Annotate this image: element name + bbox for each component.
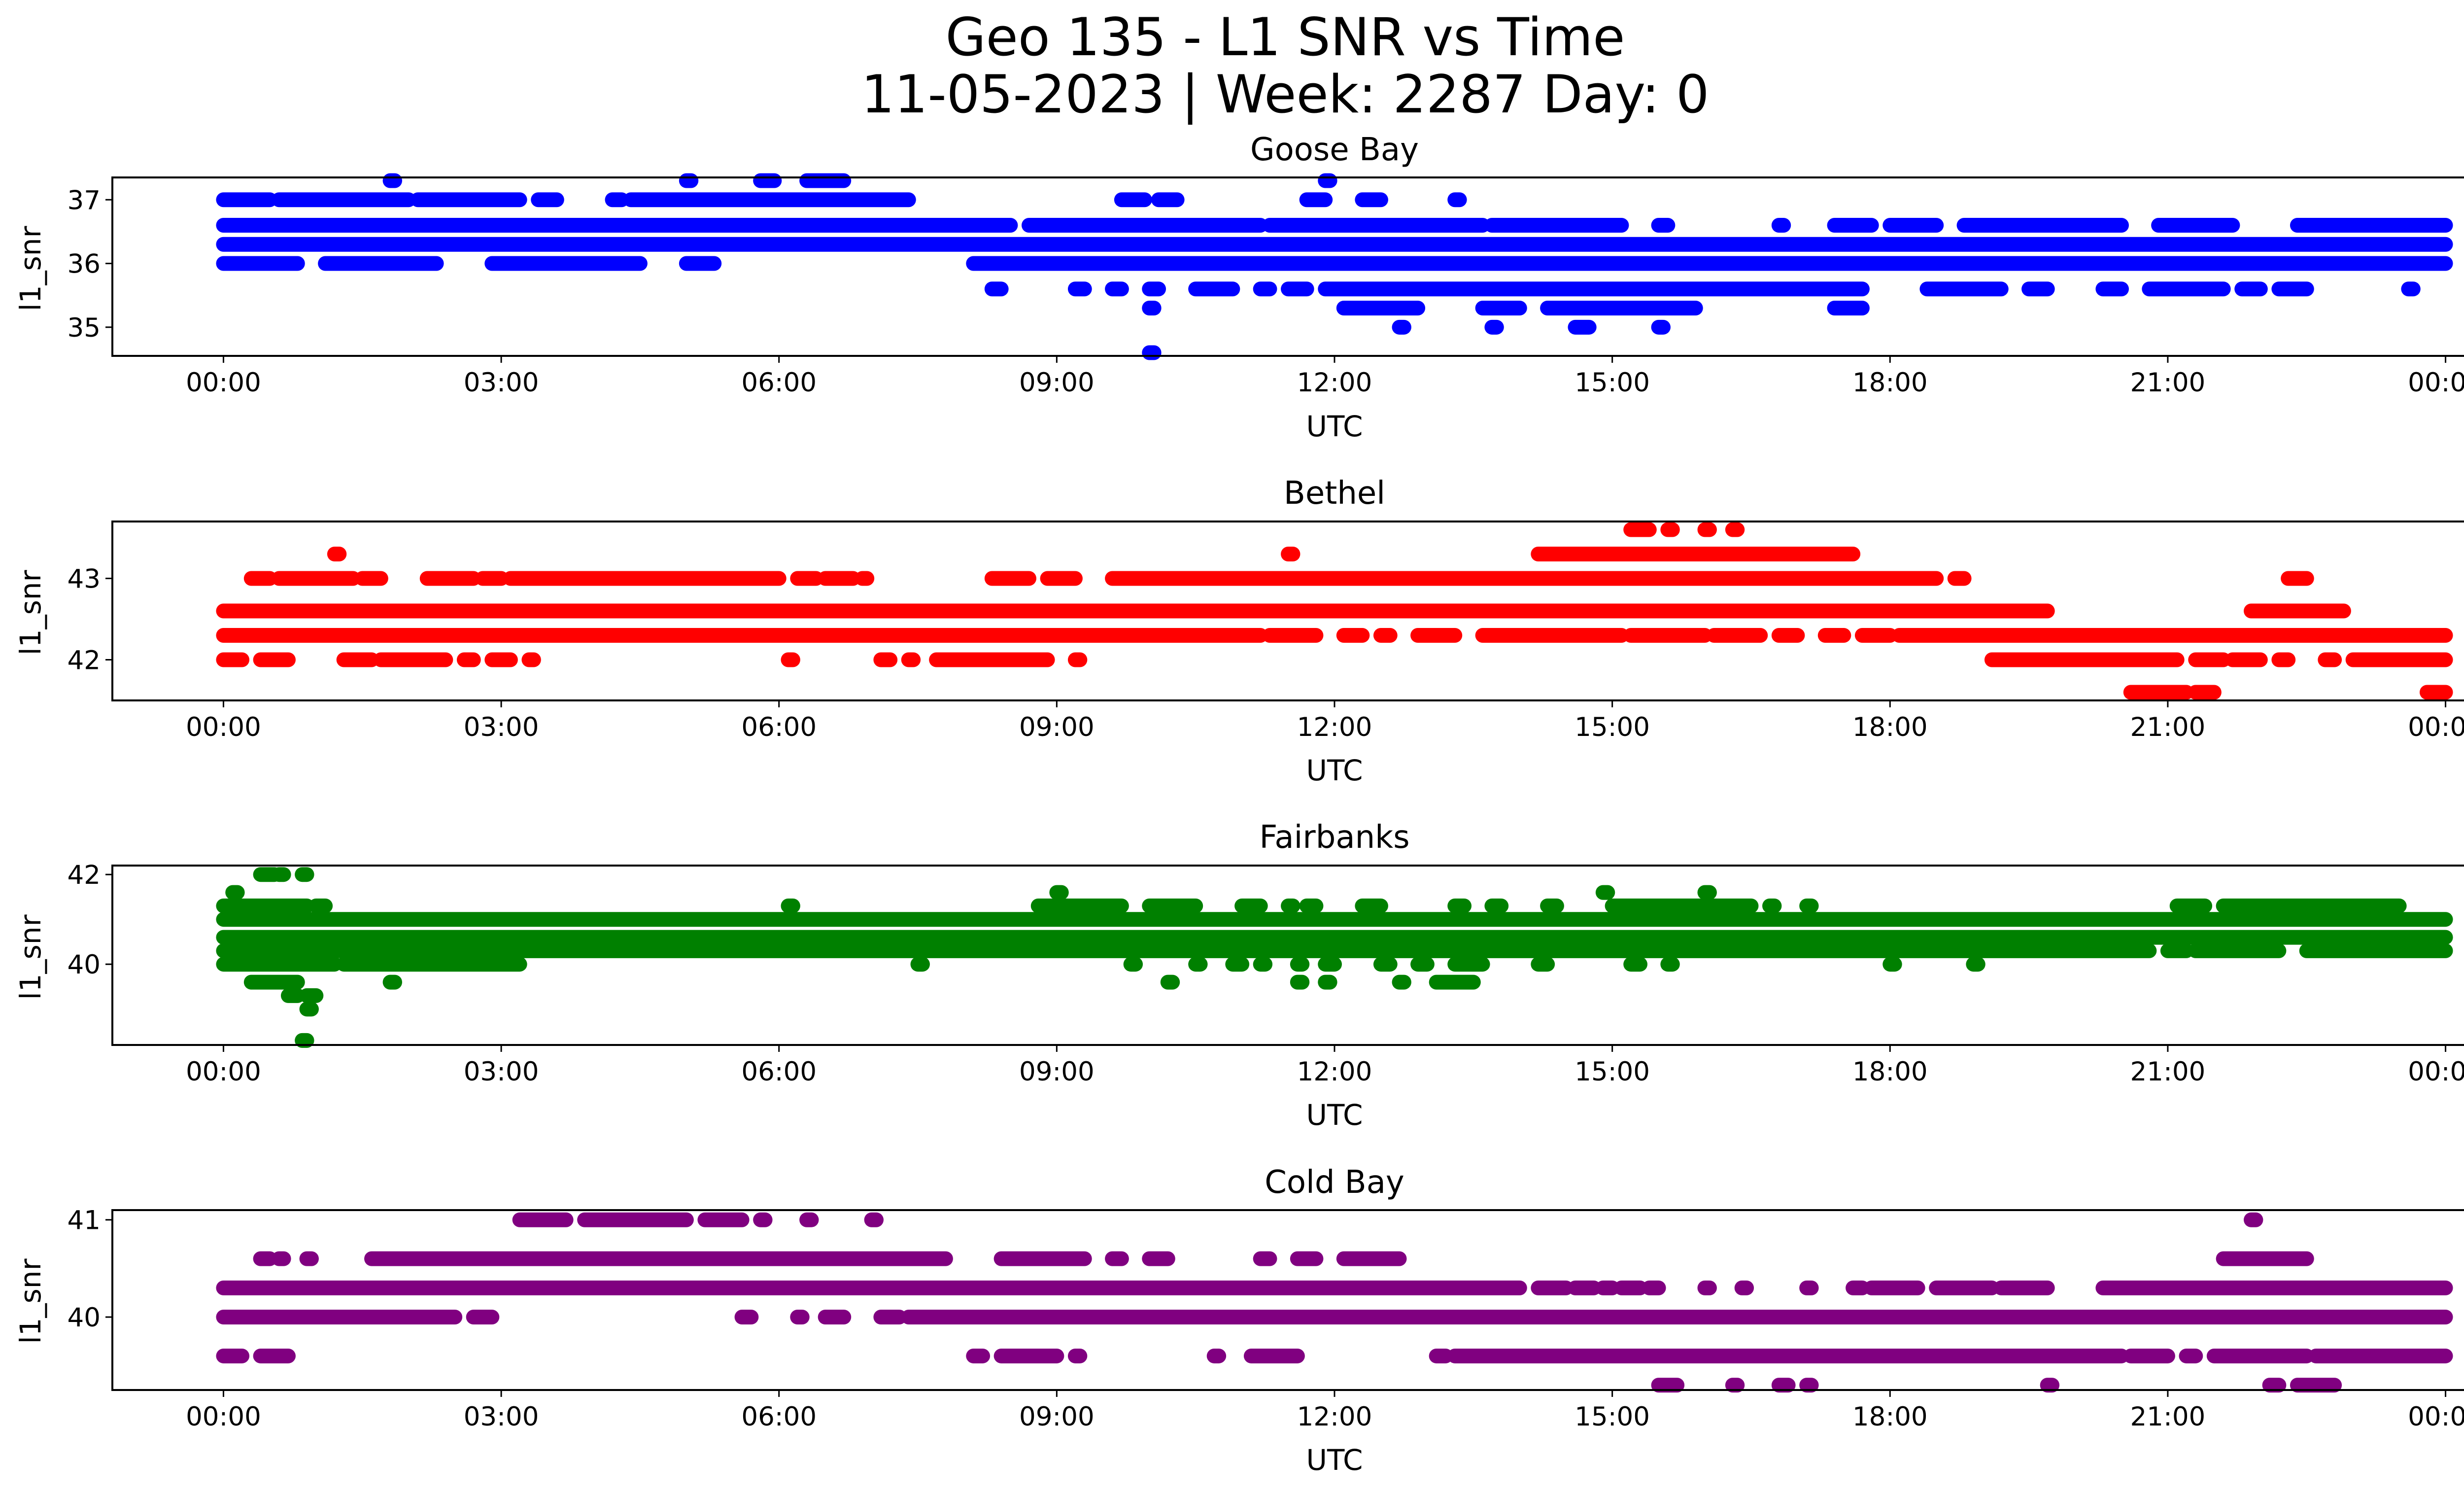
panel-bethel: Bethel 00:00 03:00 06:00 09:00 12:00 15:00 18:… — [14, 475, 2464, 787]
x-tick-label: 12:00 — [1297, 368, 1372, 398]
x-tick-label: 21:00 — [2130, 712, 2206, 742]
panel-title: Cold Bay — [1265, 1164, 1404, 1201]
x-tick-label: 03:00 — [464, 712, 539, 742]
y-tick-label: 42 — [68, 646, 101, 676]
x-tick-label: 18:00 — [1852, 368, 1928, 398]
x-tick-label: 03:00 — [464, 1402, 539, 1432]
x-tick-label: 00:00 — [186, 1057, 261, 1087]
panel-cold-bay: Cold Bay 00:00 03:00 06:00 09:00 12:00 15:00 1… — [14, 1164, 2464, 1477]
figure-title-line2: 11-05-2023 | Week: 2287 Day: 0 — [861, 64, 1710, 125]
x-tick-label: 18:00 — [1852, 1402, 1928, 1432]
x-tick-label: 00:00 — [186, 712, 261, 742]
x-tick-label: 03:00 — [464, 1057, 539, 1087]
x-tick-label: 06:00 — [741, 1402, 817, 1432]
x-axis-label: UTC — [1306, 754, 1363, 787]
x-tick-label: 00:00 — [2408, 712, 2464, 742]
x-axis-label: UTC — [1306, 410, 1363, 443]
x-tick-label: 21:00 — [2130, 368, 2206, 398]
x-tick-label: 18:00 — [1852, 712, 1928, 742]
x-tick-label: 03:00 — [464, 368, 539, 398]
y-axis-label: l1_snr — [14, 914, 47, 1000]
x-tick-label: 21:00 — [2130, 1057, 2206, 1087]
y-tick-label: 40 — [68, 950, 101, 980]
y-axis-label: l1_snr — [14, 570, 47, 655]
x-tick-label: 15:00 — [1574, 712, 1650, 742]
x-axis-label: UTC — [1306, 1443, 1363, 1477]
y-tick-label: 37 — [68, 185, 101, 215]
x-tick-label: 06:00 — [741, 368, 817, 398]
y-axis-label: l1_snr — [14, 226, 47, 311]
x-tick-label: 12:00 — [1297, 1057, 1372, 1087]
y-tick-label: 36 — [68, 249, 101, 279]
x-tick-label: 06:00 — [741, 712, 817, 742]
x-tick-label: 09:00 — [1019, 1402, 1095, 1432]
x-tick-label: 18:00 — [1852, 1057, 1928, 1087]
panel-fairbanks: Fairbanks 00:00 03:00 06:00 09:00 12:00 15:00… — [14, 819, 2464, 1132]
x-tick-label: 00:00 — [186, 368, 261, 398]
panel-title: Bethel — [1284, 475, 1385, 512]
y-tick-label: 43 — [68, 564, 101, 594]
x-tick-label: 09:00 — [1019, 712, 1095, 742]
x-tick-label: 00:00 — [186, 1402, 261, 1432]
x-tick-label: 00:00 — [2408, 1402, 2464, 1432]
y-axis-label: l1_snr — [14, 1258, 47, 1344]
panel-title: Fairbanks — [1259, 819, 1409, 856]
x-tick-label: 12:00 — [1297, 1402, 1372, 1432]
y-tick-label: 42 — [68, 860, 101, 890]
panel-title: Goose Bay — [1250, 132, 1419, 168]
x-tick-label: 00:00 — [2408, 368, 2464, 398]
y-tick-label: 35 — [68, 313, 101, 343]
x-tick-label: 09:00 — [1019, 1057, 1095, 1087]
figure-title-line1: Geo 135 - L1 SNR vs Time — [945, 7, 1625, 68]
y-tick-label: 41 — [68, 1206, 101, 1236]
x-tick-label: 21:00 — [2130, 1402, 2206, 1432]
panel-goose-bay: Goose Bay 00:00 03:00 06:00 09:00 12:00 15:00… — [14, 132, 2464, 443]
x-tick-label: 09:00 — [1019, 368, 1095, 398]
x-tick-label: 15:00 — [1574, 368, 1650, 398]
x-tick-label: 06:00 — [741, 1057, 817, 1087]
x-axis-label: UTC — [1306, 1098, 1363, 1132]
x-tick-label: 15:00 — [1574, 1402, 1650, 1432]
y-tick-label: 40 — [68, 1303, 101, 1333]
x-tick-label: 00:00 — [2408, 1057, 2464, 1087]
x-tick-label: 15:00 — [1574, 1057, 1650, 1087]
x-tick-label: 12:00 — [1297, 712, 1372, 742]
